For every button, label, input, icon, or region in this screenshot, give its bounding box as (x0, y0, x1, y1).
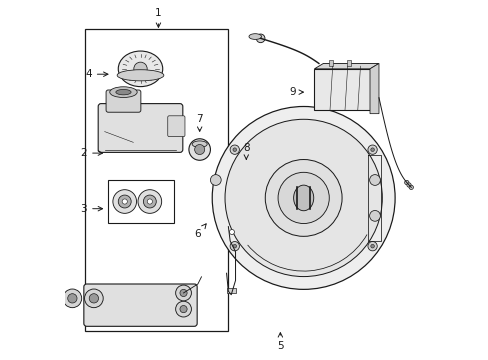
Bar (85, 30, 228, 330)
Ellipse shape (293, 185, 313, 211)
Circle shape (113, 190, 136, 213)
Circle shape (229, 229, 234, 234)
Circle shape (175, 301, 191, 317)
Text: 8: 8 (243, 143, 249, 159)
Circle shape (118, 195, 131, 208)
Polygon shape (314, 63, 378, 69)
Bar (328, 60, 332, 66)
Text: 1: 1 (155, 8, 162, 27)
Circle shape (212, 107, 394, 289)
Circle shape (180, 289, 187, 297)
Text: 9: 9 (289, 87, 303, 97)
Circle shape (404, 180, 408, 185)
Circle shape (278, 172, 328, 224)
Circle shape (143, 195, 156, 208)
Ellipse shape (117, 70, 163, 81)
Circle shape (188, 139, 210, 160)
Circle shape (369, 211, 380, 221)
Circle shape (147, 199, 152, 204)
Circle shape (134, 62, 147, 76)
Circle shape (89, 294, 99, 303)
Circle shape (224, 119, 382, 276)
Circle shape (367, 242, 376, 251)
Circle shape (180, 306, 187, 313)
Circle shape (67, 294, 77, 303)
Circle shape (84, 289, 103, 308)
Circle shape (175, 285, 191, 301)
Circle shape (367, 145, 376, 154)
Ellipse shape (118, 51, 163, 87)
Text: 2: 2 (81, 148, 102, 158)
Circle shape (370, 148, 374, 152)
Circle shape (264, 159, 342, 236)
Bar (107, 180, 174, 223)
Ellipse shape (109, 87, 137, 98)
Circle shape (230, 242, 239, 251)
Ellipse shape (248, 34, 261, 40)
Text: 7: 7 (196, 114, 203, 131)
Circle shape (232, 244, 236, 248)
Circle shape (232, 148, 236, 152)
FancyBboxPatch shape (83, 284, 197, 326)
Ellipse shape (242, 168, 250, 177)
Circle shape (408, 185, 412, 189)
Circle shape (256, 34, 264, 42)
Circle shape (63, 289, 81, 308)
Text: 5: 5 (277, 333, 283, 351)
Polygon shape (369, 63, 378, 114)
Ellipse shape (192, 141, 207, 147)
Circle shape (406, 183, 410, 187)
Ellipse shape (116, 89, 131, 95)
Text: 4: 4 (85, 69, 108, 79)
Circle shape (194, 144, 204, 154)
FancyBboxPatch shape (106, 90, 141, 112)
FancyBboxPatch shape (98, 104, 183, 152)
Circle shape (122, 199, 127, 204)
Circle shape (370, 244, 374, 248)
Circle shape (138, 190, 162, 213)
Bar (346, 60, 350, 66)
Circle shape (369, 175, 380, 185)
Circle shape (210, 175, 221, 185)
Text: 3: 3 (81, 204, 102, 214)
FancyBboxPatch shape (167, 116, 184, 136)
Text: 6: 6 (194, 224, 206, 239)
Bar (226, 288, 235, 293)
Circle shape (230, 145, 239, 154)
Ellipse shape (238, 164, 254, 182)
Bar (314, 69, 369, 110)
